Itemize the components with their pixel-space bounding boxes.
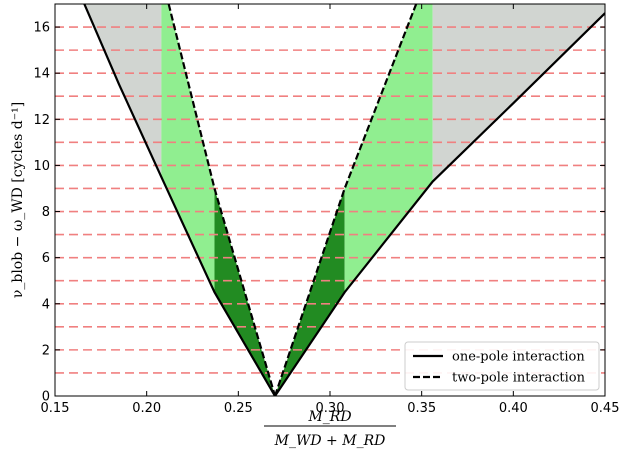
x-tick-label: 0.30 [316,401,345,416]
y-tick-label: 16 [33,21,50,36]
y-tick-label: 8 [42,205,50,220]
region-fill-3 [344,4,433,293]
x-tick-label: 0.40 [499,401,528,416]
region-fills [55,4,605,396]
one-pole-curve-right_branch [274,12,605,396]
y-tick-label: 0 [42,390,50,405]
x-tick-label: 0.35 [407,401,436,416]
y-tick-label: 10 [33,159,50,174]
x-axis-label-denominator: M_WD + M_RD [274,433,386,449]
two-pole-curve-left_branch [167,4,277,396]
legend-label: one-pole interaction [452,350,585,365]
y-tick-label: 6 [42,251,50,266]
y-tick-label: 2 [42,343,50,358]
region-fill-0 [55,4,162,177]
axes: 0.15 0.20 0.25 0.30 0.35 0.40 0.45 0 2 4 6 8 10 12 14 1… [33,3,620,416]
x-tick-label: 0.45 [591,401,620,416]
y-axis-label: ν_blob − ω_WD [cycles d⁻¹] [10,102,26,298]
region-fill-2 [214,188,345,396]
x-axis-label-numerator: M_RD [307,409,351,425]
x-tick-label: 0.25 [224,401,253,416]
legend: one-pole interaction two-pole interaction [404,341,600,391]
legend-box [404,341,600,391]
y-tick-label: 12 [33,113,50,128]
region-fill-4 [432,4,605,182]
y-tick-label: 14 [33,67,50,82]
y-tick-label: 4 [42,297,50,312]
two-pole-curve-right_branch [273,4,418,396]
observed-frequency-lines [55,26,605,374]
region-fill-1 [161,4,215,293]
interaction-curves [83,4,605,396]
x-tick-label: 0.20 [132,401,161,416]
one-pole-curve-left_branch [83,4,276,396]
legend-label: two-pole interaction [452,371,586,386]
x-tick-label: 0.15 [41,401,70,416]
